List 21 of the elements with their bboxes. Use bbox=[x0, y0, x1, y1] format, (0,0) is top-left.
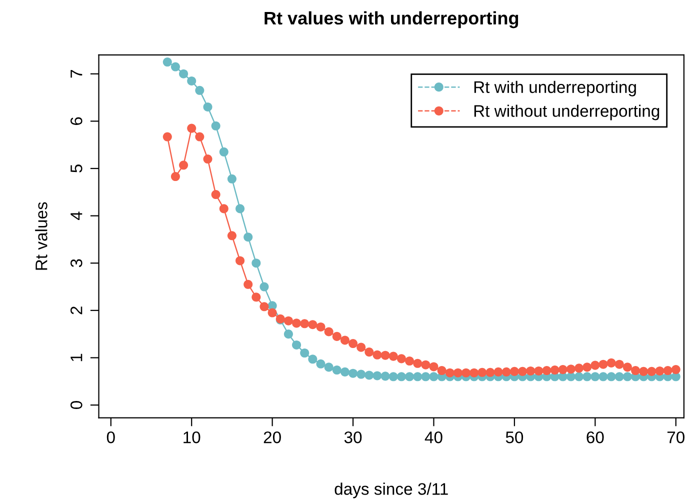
y-tick-label: 4 bbox=[70, 212, 82, 220]
y-tick-label: 0 bbox=[70, 401, 82, 410]
legend-label: Rt with underreporting bbox=[474, 80, 636, 96]
x-tick-label: 20 bbox=[264, 431, 281, 444]
x-axis-title: days since 3/11 bbox=[334, 482, 448, 498]
y-axis-title: Rt values bbox=[35, 202, 48, 270]
chart-title: Rt values with underreporting bbox=[264, 11, 518, 28]
x-tick-label: 0 bbox=[106, 431, 115, 444]
x-tick-label: 10 bbox=[184, 431, 200, 444]
y-tick-label: 3 bbox=[70, 259, 82, 268]
x-tick-label: 40 bbox=[424, 431, 442, 444]
x-tick-label: 50 bbox=[506, 431, 524, 444]
y-tick-label: 7 bbox=[70, 70, 82, 78]
y-tick-label: 1 bbox=[70, 354, 82, 362]
x-tick-label: 70 bbox=[667, 431, 684, 444]
legend-label: Rt without underreporting bbox=[474, 104, 660, 120]
y-tick-label: 5 bbox=[70, 164, 82, 172]
y-tick-label: 6 bbox=[70, 117, 82, 125]
y-tick-label: 2 bbox=[70, 306, 82, 314]
x-tick-label: 30 bbox=[344, 431, 362, 444]
x-tick-label: 60 bbox=[586, 431, 604, 444]
